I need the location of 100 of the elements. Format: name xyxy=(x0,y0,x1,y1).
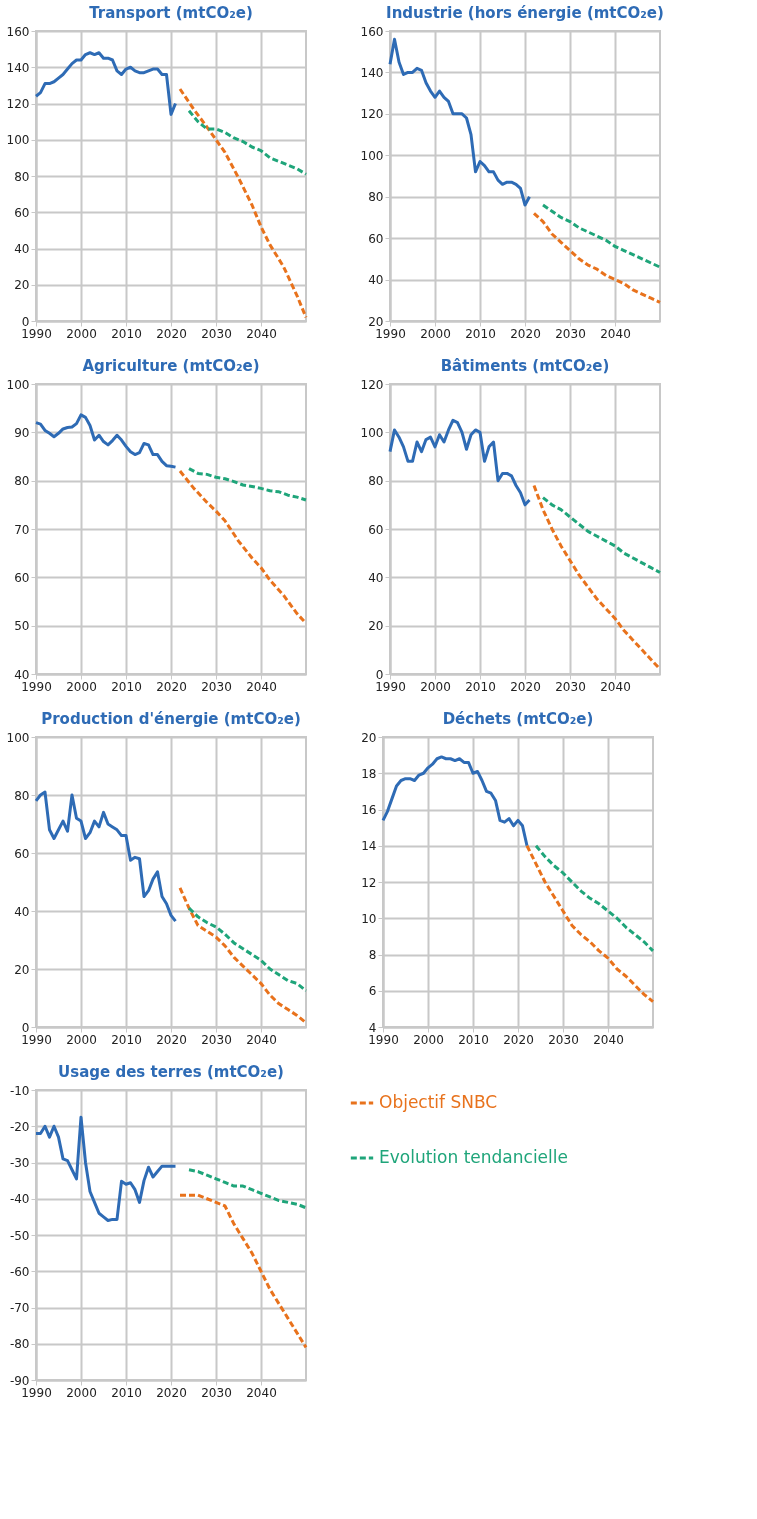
x-tick-label: 2000 xyxy=(66,326,97,341)
x-tick-label: 1990 xyxy=(375,326,406,341)
x-tick-label: 2020 xyxy=(510,326,541,341)
y-tick-label: 60 xyxy=(368,231,384,246)
y-tick-label: 40 xyxy=(14,904,30,919)
y-tick-label: 70 xyxy=(14,522,30,537)
y-tick-label: -10 xyxy=(9,1083,30,1098)
y-tick-label: 20 xyxy=(368,619,384,634)
chart-title: Déchets (mtCO₂e) xyxy=(442,710,594,728)
line-series xyxy=(532,484,662,671)
x-tick-label: 2000 xyxy=(66,679,97,694)
y-tick-label: 100 xyxy=(360,148,384,163)
x-tick-label: 1990 xyxy=(21,326,52,341)
y-tick-label: 20 xyxy=(361,730,377,745)
y-tick-label: 8 xyxy=(368,948,377,962)
y-tick-label: 0 xyxy=(21,1020,30,1035)
y-tick-label: 60 xyxy=(14,846,30,861)
y-tick-label: 0 xyxy=(21,314,30,329)
y-tick-label: -80 xyxy=(9,1337,30,1352)
y-tick-label: -40 xyxy=(9,1192,30,1207)
y-tick-label: 160 xyxy=(360,24,384,39)
y-tick-label: 80 xyxy=(14,474,30,489)
y-tick-label: 60 xyxy=(368,522,384,537)
y-tick-label: 140 xyxy=(6,60,30,75)
y-tick-label: 16 xyxy=(361,803,377,817)
x-tick-label: 2010 xyxy=(111,326,142,341)
y-tick-label: -20 xyxy=(9,1119,30,1134)
line-series xyxy=(178,87,308,319)
x-tick-label: 2020 xyxy=(510,679,541,694)
line-series xyxy=(34,1115,177,1222)
line-series xyxy=(34,790,177,923)
line-series xyxy=(178,1193,308,1349)
x-tick-label: 2010 xyxy=(465,326,496,341)
x-tick-label: 1990 xyxy=(21,1385,52,1400)
line-series xyxy=(525,844,655,1004)
line-series xyxy=(187,1168,308,1210)
y-tick-label: 12 xyxy=(361,875,377,890)
x-tick-label: 2000 xyxy=(420,679,451,694)
x-tick-label: 2040 xyxy=(246,326,277,341)
y-tick-label: -70 xyxy=(9,1301,30,1315)
x-tick-label: 2030 xyxy=(555,679,586,694)
y-tick-label: 40 xyxy=(368,570,384,585)
y-tick-label: 100 xyxy=(6,133,30,148)
chart-title: Transport (mtCO₂e) xyxy=(89,4,253,22)
y-tick-label: 40 xyxy=(14,667,30,682)
line-series xyxy=(34,51,177,116)
y-tick-label: -90 xyxy=(9,1373,30,1388)
x-tick-label: 2020 xyxy=(156,679,187,694)
y-tick-label: 18 xyxy=(361,766,377,781)
legend-label: Evolution tendancielle xyxy=(379,1147,568,1167)
x-tick-label: 1990 xyxy=(21,1032,52,1047)
x-tick-label: 2010 xyxy=(111,1032,142,1047)
line-series xyxy=(534,844,655,953)
line-series xyxy=(381,755,529,848)
y-tick-label: 0 xyxy=(375,667,384,682)
x-tick-label: 2000 xyxy=(66,1385,97,1400)
x-tick-label: 1990 xyxy=(21,679,52,694)
y-tick-label: 40 xyxy=(368,273,384,288)
x-tick-label: 2020 xyxy=(156,326,187,341)
y-tick-label: 4 xyxy=(368,1020,377,1035)
x-tick-label: 2020 xyxy=(156,1385,187,1400)
chart-title: Usage des terres (mtCO₂e) xyxy=(58,1063,284,1081)
y-tick-label: -30 xyxy=(9,1156,30,1170)
x-tick-label: 2030 xyxy=(548,1032,579,1047)
y-tick-label: 120 xyxy=(360,107,384,122)
x-tick-label: 2000 xyxy=(66,1032,97,1047)
y-tick-label: -50 xyxy=(9,1228,30,1243)
chart-title: Agriculture (mtCO₂e) xyxy=(82,357,260,375)
line-series xyxy=(187,467,308,502)
y-tick-label: 6 xyxy=(368,984,377,999)
y-tick-label: 80 xyxy=(368,474,384,489)
y-tick-label: 100 xyxy=(6,730,30,745)
legend-label: Objectif SNBC xyxy=(379,1092,498,1112)
x-tick-label: 2010 xyxy=(458,1032,489,1047)
y-tick-label: 120 xyxy=(360,377,384,392)
y-tick-label: 90 xyxy=(14,425,30,440)
x-tick-label: 2040 xyxy=(600,679,631,694)
x-tick-label: 2040 xyxy=(246,679,277,694)
x-tick-label: 2030 xyxy=(201,1385,232,1400)
line-series xyxy=(532,211,662,304)
y-tick-label: 20 xyxy=(368,314,384,329)
y-tick-label: 100 xyxy=(6,377,30,392)
y-tick-label: -60 xyxy=(9,1264,30,1279)
line-series xyxy=(388,37,531,207)
y-tick-label: 10 xyxy=(361,911,377,926)
x-tick-label: 2000 xyxy=(413,1032,444,1047)
x-tick-label: 2020 xyxy=(503,1032,534,1047)
y-tick-label: 14 xyxy=(361,839,377,854)
y-tick-label: 80 xyxy=(14,169,30,184)
y-tick-label: 60 xyxy=(14,570,30,585)
y-tick-label: 160 xyxy=(6,24,30,39)
x-tick-label: 2010 xyxy=(465,679,496,694)
x-tick-label: 2040 xyxy=(246,1385,277,1400)
x-tick-label: 2010 xyxy=(111,1385,142,1400)
x-tick-label: 1990 xyxy=(375,679,406,694)
line-series xyxy=(178,886,308,1025)
x-tick-label: 2000 xyxy=(420,326,451,341)
y-tick-label: 50 xyxy=(14,619,30,634)
y-tick-label: 60 xyxy=(14,205,30,220)
line-series xyxy=(187,109,308,176)
